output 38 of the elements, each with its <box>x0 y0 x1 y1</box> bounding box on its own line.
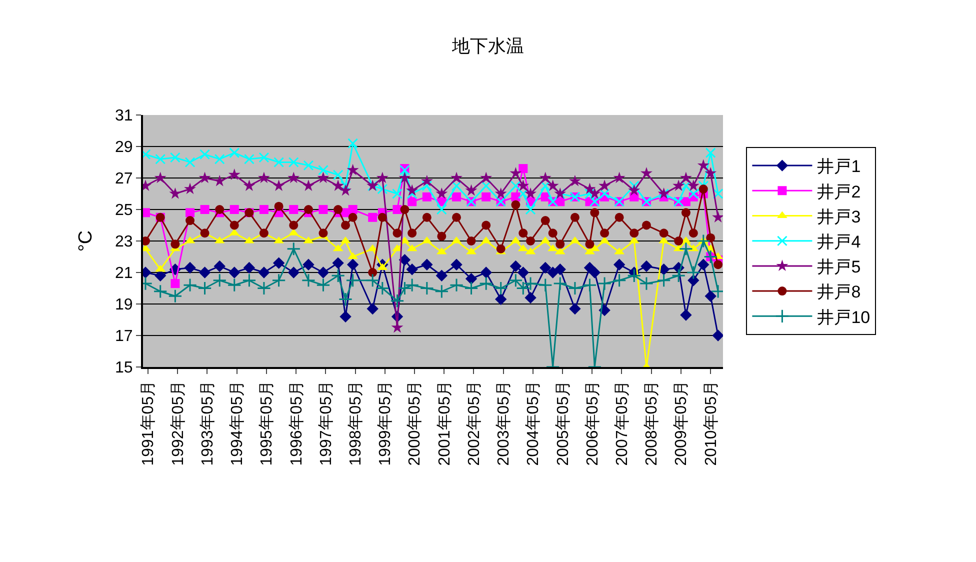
y-tick-label: 27 <box>115 170 133 188</box>
y-tick-label: 31 <box>115 108 133 125</box>
x-tick-label: 2005年05月 <box>554 380 572 466</box>
legend-label: 井戸3 <box>817 207 861 226</box>
x-tick-label: 2003年05月 <box>495 380 512 466</box>
x-tick-label: 1994年05月 <box>229 380 246 466</box>
x-tick-label: 1995年05月 <box>258 380 276 466</box>
legend-label: 井戸1 <box>817 157 861 176</box>
x-tick-label: 1996年05月 <box>288 380 306 466</box>
legend-label: 井戸2 <box>817 182 861 202</box>
x-tick-label: 2004年05月 <box>525 380 542 466</box>
y-tick-label: 23 <box>115 234 133 251</box>
x-tick-label: 2008年05月 <box>644 380 661 466</box>
x-tick-label: 1992年05月 <box>170 380 187 466</box>
x-tick-label: 2006年05月 <box>584 380 602 466</box>
y-tick-label: 21 <box>115 265 133 282</box>
legend-label: 井戸4 <box>817 232 861 252</box>
x-tick-label: 2002年05月 <box>466 380 483 466</box>
y-tick-label: 15 <box>115 360 133 377</box>
x-tick-label: 1998年05月 <box>347 380 364 466</box>
y-tick-label: 25 <box>115 202 133 220</box>
legend-label: 井戸5 <box>817 258 861 277</box>
legend-label: 井戸10 <box>817 308 870 327</box>
x-tick-label: 2010年05月 <box>702 380 720 466</box>
x-tick-label: 2009年05月 <box>673 380 690 466</box>
y-tick-label: 19 <box>115 296 133 314</box>
y-tick-label: 29 <box>115 139 133 156</box>
x-tick-label: 2007年05月 <box>614 380 631 466</box>
x-tick-label: 1999年05月 <box>377 380 394 466</box>
y-axis-title: °C <box>75 230 96 252</box>
x-tick-label: 1991年05月 <box>140 380 158 466</box>
x-tick-label: 2001年05月 <box>436 380 454 466</box>
x-tick-label: 1993年05月 <box>199 380 216 466</box>
x-tick-label: 1997年05月 <box>318 380 335 466</box>
x-tick-label: 2000年05月 <box>406 380 424 466</box>
legend-label: 井戸8 <box>817 282 861 302</box>
chart-title: 地下水温 <box>451 36 524 56</box>
y-tick-label: 17 <box>115 328 133 346</box>
